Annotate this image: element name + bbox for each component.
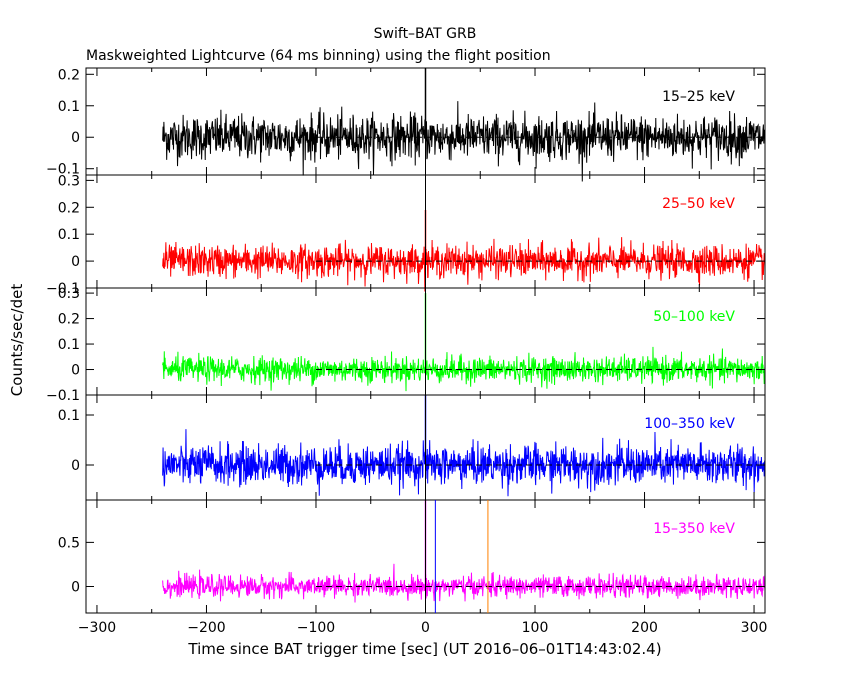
band-label: 15–350 keV [653,521,735,537]
y-tick-label: 0 [71,580,80,596]
band-label: 100–350 keV [644,416,735,432]
y-tick-label: 0 [71,363,80,379]
panel-4: 0 0.1 100–350 keV [58,394,766,501]
x-tick-label: 0 [421,620,430,636]
y-tick-label: −0.1 [46,281,80,297]
y-tick-label: −0.1 [46,388,80,404]
y-tick-label: 0 [71,254,80,270]
x-axis-label: Time since BAT trigger time [sec] (UT 20… [187,640,661,658]
band-label: 25–50 keV [662,196,735,212]
y-tick-label: 0.2 [58,312,80,328]
y-axis-label: Counts/sec/det [8,284,26,397]
x-tick-label: 300 [741,620,768,636]
x-tick-label: −100 [297,620,335,636]
y-tick-label: 0.1 [58,227,80,243]
y-tick-label: 0.1 [58,337,80,353]
y-tick-label: 0.2 [58,200,80,216]
chart-title: Swift–BAT GRB [374,26,477,42]
panel-1: −0.1 0 0.1 0.2 15–25 keV [46,67,766,182]
y-tick-label: 0.1 [58,408,80,424]
lightcurve-series [162,101,766,182]
lightcurve-series [162,429,766,497]
x-tick-label: 200 [631,620,658,636]
chart-subtitle: Maskweighted Lightcurve (64 ms binning) … [86,48,551,64]
y-tick-label: −0.1 [46,162,80,178]
panel-5: 0 0.5 15–350 keV [58,499,766,614]
x-tick-label: −200 [187,620,225,636]
lightcurve-series [162,346,766,392]
band-label: 50–100 keV [653,309,735,325]
lightcurve-series [162,237,766,292]
panel-2: −0.1 0 0.1 0.2 0.3 25–50 keV [46,173,766,297]
y-tick-label: 0.2 [58,67,80,83]
lightcurve-series [162,563,766,603]
y-tick-label: 0.1 [58,99,80,115]
y-tick-label: 0.3 [58,173,80,189]
y-tick-label: 0.3 [58,286,80,302]
x-tick-label: −300 [78,620,116,636]
band-label: 15–25 keV [662,89,735,105]
y-tick-label: 0 [71,130,80,146]
x-tick-label: 100 [522,620,549,636]
y-tick-label: 0 [71,458,80,474]
panel-3: −0.1 0 0.1 0.2 0.3 50–100 keV [46,286,766,404]
y-tick-label: 0.5 [58,535,80,551]
